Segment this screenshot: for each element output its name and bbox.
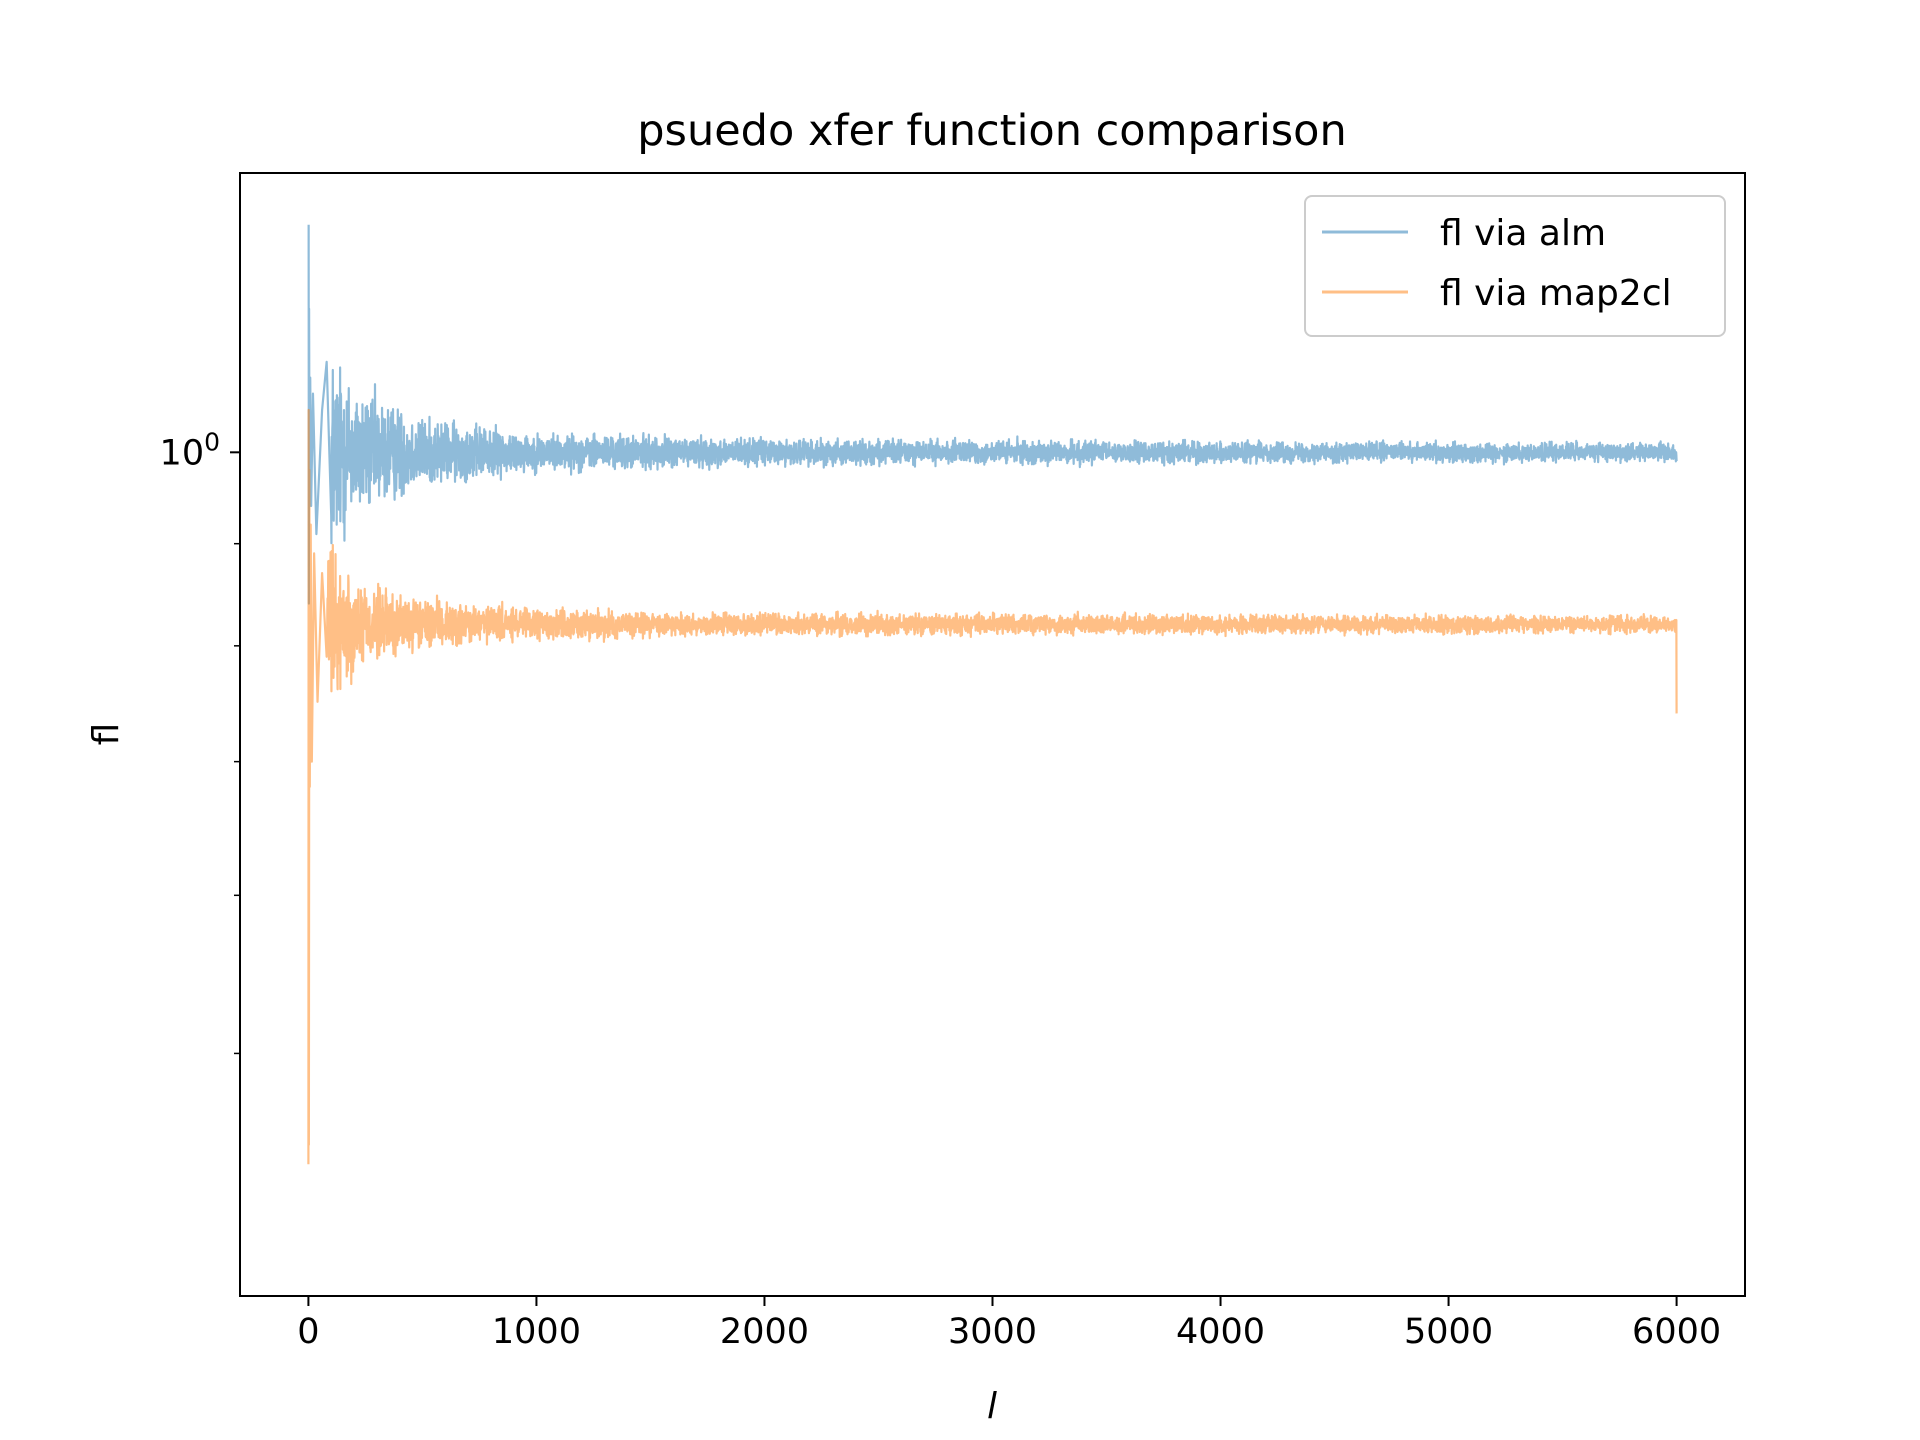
x-axis-label: l (987, 1386, 997, 1427)
legend-label-alm: fl via alm (1440, 213, 1606, 254)
x-tick-label: 1000 (492, 1312, 581, 1352)
x-tick-label: 0 (297, 1312, 319, 1352)
y-axis-label: fl (86, 723, 127, 746)
x-tick-label: 3000 (948, 1312, 1037, 1352)
x-tick-label: 5000 (1404, 1312, 1493, 1352)
x-tick-label: 2000 (720, 1312, 809, 1352)
legend-frame (1304, 195, 1726, 337)
legend-label-map2cl: fl via map2cl (1440, 273, 1672, 314)
x-tick-label: 4000 (1176, 1312, 1265, 1352)
series-line-alm (307, 224, 1678, 605)
legend: fl via alm fl via map2cl (1304, 195, 1726, 337)
y-tick-label: 100 (160, 427, 220, 473)
x-tick-label: 6000 (1632, 1312, 1721, 1352)
series-line-map2cl (307, 408, 1678, 1165)
chart-title: psuedo xfer function comparison (637, 106, 1346, 156)
